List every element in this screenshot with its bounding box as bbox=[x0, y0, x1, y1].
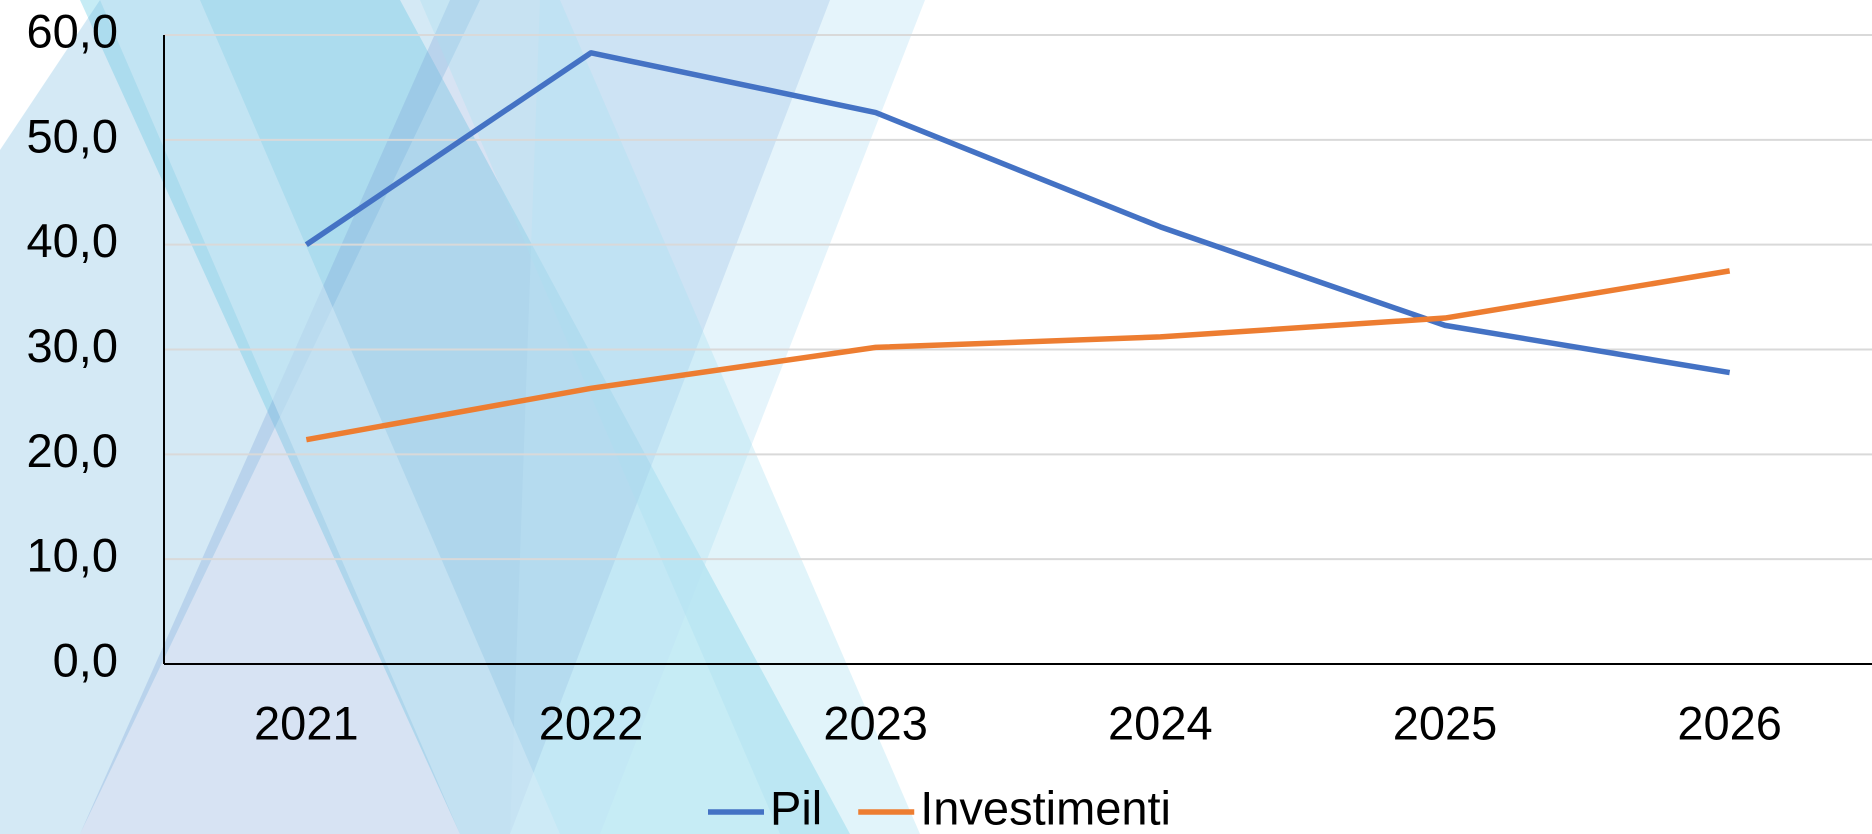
y-tick-label: 0,0 bbox=[53, 633, 118, 686]
y-tick-label: 10,0 bbox=[27, 529, 118, 582]
x-tick-label: 2023 bbox=[823, 696, 928, 749]
x-tick-label: 2026 bbox=[1677, 696, 1782, 749]
x-tick-label: 2022 bbox=[539, 696, 644, 749]
y-tick-label: 30,0 bbox=[27, 319, 118, 372]
background-decoration bbox=[0, 0, 925, 834]
y-tick-label: 40,0 bbox=[27, 214, 118, 267]
legend-label: Pil bbox=[770, 781, 822, 834]
y-tick-label: 60,0 bbox=[27, 4, 118, 57]
legend-label: Investimenti bbox=[920, 781, 1171, 834]
x-tick-label: 2024 bbox=[1108, 696, 1213, 749]
series-line bbox=[304, 50, 1731, 376]
grid bbox=[164, 34, 1872, 561]
y-tick-label: 20,0 bbox=[27, 424, 118, 477]
y-tick-label: 50,0 bbox=[27, 109, 118, 162]
legend: Pil Investimenti bbox=[708, 781, 1171, 834]
plot bbox=[304, 50, 1731, 443]
x-tick-label: 2021 bbox=[254, 696, 359, 749]
series-line bbox=[305, 268, 1731, 443]
x-tick-label: 2025 bbox=[1393, 696, 1498, 749]
